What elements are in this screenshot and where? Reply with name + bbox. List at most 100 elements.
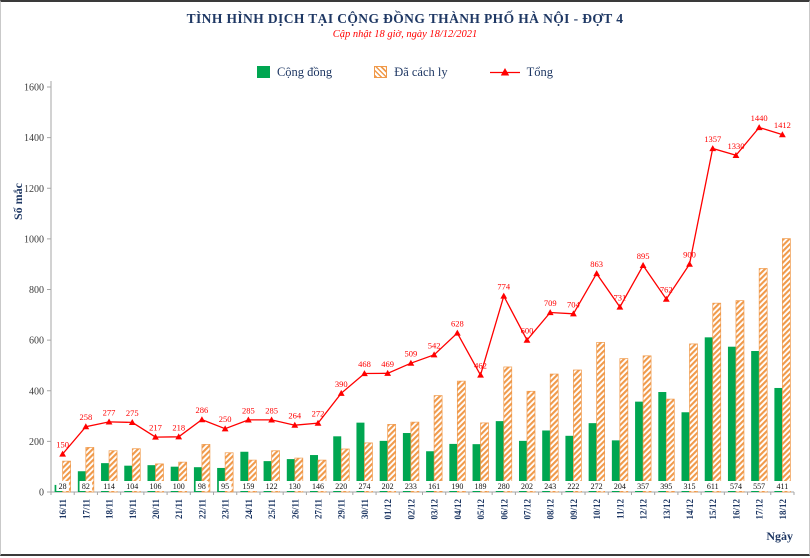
- bar-value-label-bg: [680, 481, 699, 491]
- total-marker-triangle-icon: [175, 433, 183, 440]
- green-bar-swatch-icon: [256, 66, 270, 78]
- bar-da-cach-ly: [155, 463, 164, 493]
- bar-value-label: 122: [266, 482, 278, 491]
- x-category-label: 26/11: [290, 499, 300, 520]
- x-category-label: 07/12: [522, 499, 532, 520]
- bar-da-cach-ly: [665, 398, 675, 493]
- bar-cong-dong: [101, 463, 110, 492]
- x-category-label: 06/12: [499, 499, 509, 520]
- total-marker-triangle-icon: [453, 329, 461, 336]
- bar-value-label: 106: [149, 482, 161, 491]
- bar-value-label-bg: [239, 481, 258, 491]
- total-marker-triangle-icon: [314, 419, 322, 426]
- bar-value-label: 574: [730, 482, 742, 491]
- bar-value-label-bg: [727, 481, 745, 491]
- total-marker-triangle-icon: [128, 418, 136, 425]
- bar-cong-dong: [681, 412, 690, 492]
- bar-value-label-bg: [332, 481, 350, 491]
- y-tick-label: 600: [29, 336, 44, 347]
- x-category-label: 04/12: [453, 499, 463, 520]
- bar-value-label-bg: [541, 481, 559, 491]
- total-value-label: 1440: [751, 113, 768, 123]
- bar-cong-dong: [611, 440, 620, 492]
- total-marker-triangle-icon: [755, 124, 763, 131]
- bar-value-label-bg: [262, 481, 281, 491]
- bar-value-label-bg: [773, 481, 792, 491]
- legend-label-cong-dong: Cộng đồng: [276, 64, 333, 79]
- total-marker-triangle-icon: [59, 450, 67, 457]
- x-category-label: 20/11: [151, 499, 161, 520]
- bar-da-cach-ly: [224, 452, 234, 493]
- bar-cong-dong: [217, 467, 226, 492]
- bar-cong-dong: [518, 440, 527, 492]
- bar-cong-dong: [379, 440, 388, 492]
- bar-value-label: 161: [428, 482, 440, 491]
- chart-legend: Cộng đồng Đã cách ly Tổng: [1, 62, 809, 82]
- total-marker-triangle-icon: [291, 421, 299, 428]
- bar-value-label: 272: [591, 482, 603, 491]
- bar-cong-dong: [588, 423, 597, 492]
- total-value-label: 600: [521, 326, 534, 336]
- x-category-label: 09/12: [569, 499, 579, 520]
- bar-value-label: 202: [521, 482, 533, 491]
- bar-da-cach-ly: [782, 238, 791, 493]
- bar-value-label-bg: [495, 481, 513, 491]
- total-value-label: 217: [149, 423, 162, 433]
- bar-cong-dong: [170, 466, 179, 492]
- bar-cong-dong: [658, 392, 667, 492]
- bar-value-label: 204: [614, 482, 626, 491]
- total-value-label: 264: [288, 411, 302, 421]
- bar-value-label: 100: [173, 482, 185, 491]
- y-tick-label: 200: [29, 437, 44, 448]
- total-marker-triangle-icon: [546, 309, 554, 316]
- total-marker-triangle-icon: [662, 295, 670, 302]
- bar-da-cach-ly: [712, 302, 722, 493]
- y-tick-label: 1600: [24, 83, 44, 94]
- total-marker-triangle-icon: [523, 336, 531, 343]
- x-category-label: 13/12: [662, 499, 672, 520]
- total-value-label: 900: [683, 250, 696, 260]
- total-value-label: 150: [56, 440, 69, 450]
- bar-cong-dong: [124, 465, 133, 492]
- total-marker-triangle-icon: [732, 151, 740, 158]
- bar-cong-dong: [565, 435, 574, 492]
- bar-value-label-bg: [750, 481, 768, 491]
- total-marker-triangle-icon: [384, 369, 392, 376]
- x-category-label: 05/12: [476, 499, 486, 520]
- bar-value-label-bg: [195, 481, 209, 491]
- x-category-label: 18/12: [778, 499, 788, 520]
- bar-cong-dong: [193, 467, 202, 492]
- total-marker-triangle-icon: [639, 262, 647, 269]
- bar-da-cach-ly: [248, 459, 257, 493]
- bar-value-label: 243: [544, 482, 556, 491]
- total-value-label: 285: [265, 405, 278, 415]
- bar-da-cach-ly: [433, 395, 443, 493]
- bar-cong-dong: [147, 465, 156, 492]
- bar-value-label: 189: [475, 482, 487, 491]
- x-category-label: 11/12: [615, 499, 625, 520]
- bar-value-label: 130: [289, 482, 301, 491]
- bar-value-label-bg: [218, 481, 232, 491]
- bar-cong-dong: [495, 421, 504, 492]
- bar-value-label: 82: [82, 482, 90, 491]
- bar-value-label-bg: [657, 481, 675, 491]
- total-marker-triangle-icon: [82, 423, 90, 430]
- bar-value-label-bg: [704, 481, 722, 491]
- bar-cong-dong: [333, 436, 342, 492]
- bar-value-label: 395: [660, 482, 672, 491]
- bar-value-label: 611: [707, 482, 719, 491]
- total-value-label: 895: [637, 251, 650, 261]
- total-value-label: 390: [335, 379, 348, 389]
- x-category-label: 16/11: [58, 499, 68, 520]
- bar-value-label-bg: [378, 481, 397, 491]
- total-marker-triangle-icon: [570, 310, 577, 317]
- bar-da-cach-ly: [619, 358, 629, 493]
- bar-value-label: 146: [312, 482, 324, 491]
- bar-value-label-bg: [425, 481, 443, 491]
- bar-da-cach-ly: [62, 460, 71, 493]
- bar-cong-dong: [356, 422, 365, 492]
- total-value-label: 1357: [704, 134, 721, 144]
- x-category-label: 03/12: [430, 499, 440, 520]
- total-marker-triangle-icon: [500, 292, 508, 299]
